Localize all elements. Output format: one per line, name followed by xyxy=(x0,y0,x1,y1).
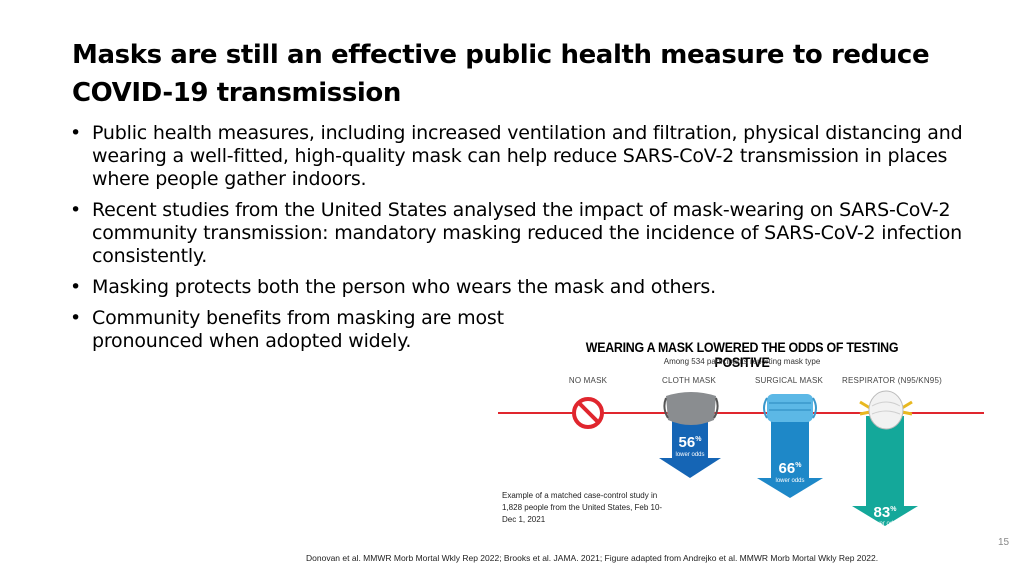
column-label-cloth-mask: CLOTH MASK xyxy=(661,376,716,385)
bullet-item: • Public health measures, including incr… xyxy=(70,122,1000,191)
infographic-title: WEARING A MASK LOWERED THE ODDS OF TESTI… xyxy=(585,340,899,370)
surgical-mask-icon xyxy=(763,394,817,422)
bullet-text: Public health measures, including increa… xyxy=(92,122,963,190)
bullet-dot: • xyxy=(70,307,82,329)
surgical-mask-percent: 66% xyxy=(778,460,802,477)
surgical-mask-arrow: 66% lower odds xyxy=(757,416,823,500)
references-footer: Donovan et al. MMWR Morb Mortal Wkly Rep… xyxy=(306,553,879,563)
bullet-dot: • xyxy=(70,276,82,298)
arrow-shaft xyxy=(771,416,809,478)
bullet-dot: • xyxy=(70,122,82,144)
column-label-surgical-mask: SURGICAL MASK xyxy=(754,376,824,385)
cloth-mask-percent: 56% xyxy=(678,434,702,451)
respirator-percent: 83% xyxy=(873,504,897,521)
arrow-head xyxy=(659,458,721,478)
slide-title: Masks are still an effective public heal… xyxy=(72,40,930,108)
odds-label: lower odds xyxy=(675,452,705,458)
infographic-subtitle: Among 534 participants reporting mask ty… xyxy=(663,357,821,366)
bullet-text: Recent studies from the United States an… xyxy=(92,199,962,267)
odds-label: lower odds xyxy=(775,478,805,484)
odds-label: lower odds xyxy=(870,521,900,527)
bullet-text: Community benefits from masking are most… xyxy=(92,307,504,352)
column-label-no-mask: NO MASK xyxy=(568,376,608,385)
arrow-shaft xyxy=(866,416,904,506)
bullet-item: • Community benefits from masking are mo… xyxy=(70,307,510,353)
arrow-head xyxy=(852,506,918,526)
arrow-head xyxy=(757,478,823,498)
bullet-text: Masking protects both the person who wea… xyxy=(92,276,716,298)
respirator-icon xyxy=(859,390,913,430)
bullet-dot: • xyxy=(70,199,82,221)
study-note: Example of a matched case-control study … xyxy=(502,491,663,524)
baseline-red-line xyxy=(498,412,984,414)
bullet-item: • Masking protects both the person who w… xyxy=(70,276,1000,299)
bullet-item: • Recent studies from the United States … xyxy=(70,199,1000,268)
cloth-mask-icon xyxy=(663,392,719,425)
bullet-list: • Public health measures, including incr… xyxy=(70,122,1000,361)
no-mask-prohibition-icon xyxy=(572,397,604,429)
page-number: 15 xyxy=(998,537,1010,548)
respirator-arrow: 83% lower odds xyxy=(852,416,918,528)
column-label-respirator: RESPIRATOR (N95/KN95) xyxy=(842,376,942,385)
mask-infographic: WEARING A MASK LOWERED THE ODDS OF TESTI… xyxy=(490,336,990,546)
